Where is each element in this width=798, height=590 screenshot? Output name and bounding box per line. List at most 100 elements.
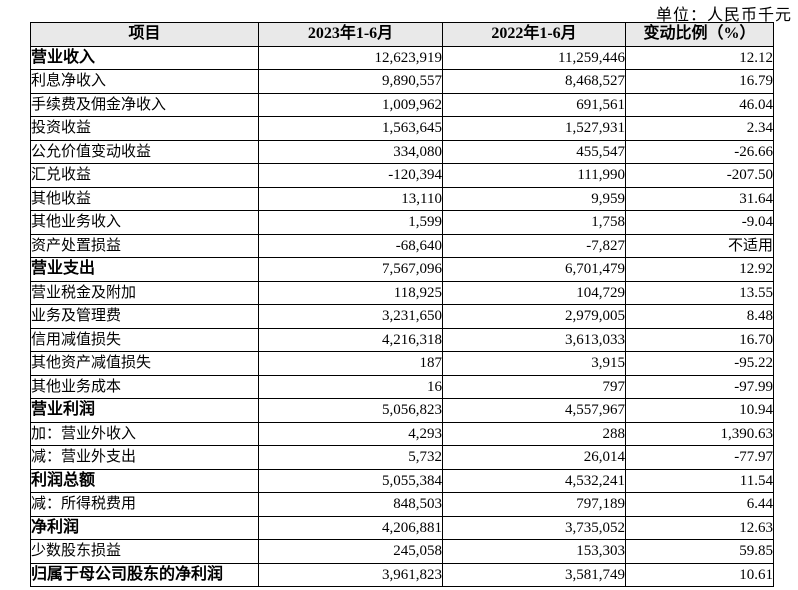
change-cell: 10.94 [625,398,774,423]
column-header-2022: 2022年1-6月 [442,22,626,47]
change-cell: 16.79 [625,69,774,94]
value-2022-cell: 3,581,749 [442,562,626,587]
item-label-cell: 减：营业外支出 [30,445,259,470]
item-label-cell: 手续费及佣金净收入 [30,92,259,117]
value-2022-cell: 288 [442,421,626,446]
value-2023-cell: -68,640 [258,233,443,258]
value-2022-cell: 1,527,931 [442,116,626,141]
value-2023-cell: 1,009,962 [258,92,443,117]
value-2022-cell: 4,532,241 [442,468,626,493]
value-2023-cell: 187 [258,351,443,376]
value-2022-cell: 6,701,479 [442,257,626,282]
value-2023-cell: 1,563,645 [258,116,443,141]
item-label-cell: 利息净收入 [30,69,259,94]
value-2022-cell: 2,979,005 [442,304,626,329]
value-2022-cell: 1,758 [442,210,626,235]
change-cell: 1,390.63 [625,421,774,446]
value-2023-cell: 848,503 [258,492,443,517]
value-2023-cell: 5,055,384 [258,468,443,493]
item-label-cell: 营业收入 [30,45,259,70]
item-label-cell: 业务及管理费 [30,304,259,329]
value-2023-cell: 9,890,557 [258,69,443,94]
value-2022-cell: 153,303 [442,539,626,564]
change-cell: -26.66 [625,139,774,164]
value-2022-cell: 104,729 [442,280,626,305]
table-row: 加：营业外收入 4,293 288 1,390.63 [30,421,774,446]
value-2022-cell: 3,613,033 [442,327,626,352]
item-label-cell: 营业利润 [30,398,259,423]
table-row: 利润总额 5,055,384 4,532,241 11.54 [30,468,774,493]
change-cell: -95.22 [625,351,774,376]
value-2022-cell: 4,557,967 [442,398,626,423]
table-row: 手续费及佣金净收入 1,009,962 691,561 46.04 [30,92,774,117]
item-label-cell: 公允价值变动收益 [30,139,259,164]
item-label-cell: 减：所得税费用 [30,492,259,517]
value-2023-cell: 3,231,650 [258,304,443,329]
value-2023-cell: 4,216,318 [258,327,443,352]
table-row: 营业税金及附加 118,925 104,729 13.55 [30,280,774,305]
item-label-cell: 其他资产减值损失 [30,351,259,376]
value-2023-cell: 4,206,881 [258,515,443,540]
change-cell: 12.92 [625,257,774,282]
item-label-cell: 净利润 [30,515,259,540]
item-label-cell: 其他业务收入 [30,210,259,235]
change-cell: 2.34 [625,116,774,141]
change-cell: -207.50 [625,163,774,188]
item-label-cell: 其他业务成本 [30,374,259,399]
change-cell: 12.63 [625,515,774,540]
value-2023-cell: 3,961,823 [258,562,443,587]
value-2023-cell: 245,058 [258,539,443,564]
value-2023-cell: 334,080 [258,139,443,164]
table-row: 少数股东损益 245,058 153,303 59.85 [30,539,774,564]
table-row: 汇兑收益 -120,394 111,990 -207.50 [30,163,774,188]
column-header-change: 变动比例（%） [625,22,774,47]
table-row: 其他收益 13,110 9,959 31.64 [30,186,774,211]
value-2022-cell: 8,468,527 [442,69,626,94]
table-row: 信用减值损失 4,216,318 3,613,033 16.70 [30,327,774,352]
item-label-cell: 投资收益 [30,116,259,141]
change-cell: 59.85 [625,539,774,564]
value-2023-cell: 5,732 [258,445,443,470]
header-row: 项目 2023年1-6月 2022年1-6月 变动比例（%） [30,22,774,47]
change-cell: 31.64 [625,186,774,211]
change-cell: 10.61 [625,562,774,587]
value-2023-cell: 5,056,823 [258,398,443,423]
column-header-2023: 2023年1-6月 [258,22,443,47]
change-cell: 11.54 [625,468,774,493]
value-2023-cell: 16 [258,374,443,399]
value-2022-cell: 797,189 [442,492,626,517]
value-2022-cell: -7,827 [442,233,626,258]
item-label-cell: 营业税金及附加 [30,280,259,305]
table-header: 项目 2023年1-6月 2022年1-6月 变动比例（%） [30,22,774,47]
table-row: 业务及管理费 3,231,650 2,979,005 8.48 [30,304,774,329]
value-2022-cell: 3,735,052 [442,515,626,540]
item-label-cell: 信用减值损失 [30,327,259,352]
table-row: 其他资产减值损失 187 3,915 -95.22 [30,351,774,376]
change-cell: 16.70 [625,327,774,352]
income-statement-table: 项目 2023年1-6月 2022年1-6月 变动比例（%） 营业收入 12,62… [30,22,774,587]
value-2022-cell: 26,014 [442,445,626,470]
table-row: 净利润 4,206,881 3,735,052 12.63 [30,515,774,540]
value-2022-cell: 9,959 [442,186,626,211]
item-label-cell: 归属于母公司股东的净利润 [30,562,259,587]
table-row: 减：营业外支出 5,732 26,014 -77.97 [30,445,774,470]
value-2022-cell: 11,259,446 [442,45,626,70]
item-label-cell: 利润总额 [30,468,259,493]
change-cell: 8.48 [625,304,774,329]
value-2022-cell: 3,915 [442,351,626,376]
change-cell: 46.04 [625,92,774,117]
item-label-cell: 资产处置损益 [30,233,259,258]
change-cell: 13.55 [625,280,774,305]
value-2022-cell: 455,547 [442,139,626,164]
table-row: 其他业务成本 16 797 -97.99 [30,374,774,399]
item-label-cell: 汇兑收益 [30,163,259,188]
value-2022-cell: 111,990 [442,163,626,188]
unit-note: 单位：人民币千元 [655,7,792,24]
column-header-item: 项目 [30,22,259,47]
table-row: 投资收益 1,563,645 1,527,931 2.34 [30,116,774,141]
table-row: 利息净收入 9,890,557 8,468,527 16.79 [30,69,774,94]
item-label-cell: 加：营业外收入 [30,421,259,446]
table-row: 资产处置损益 -68,640 -7,827 不适用 [30,233,774,258]
value-2022-cell: 691,561 [442,92,626,117]
